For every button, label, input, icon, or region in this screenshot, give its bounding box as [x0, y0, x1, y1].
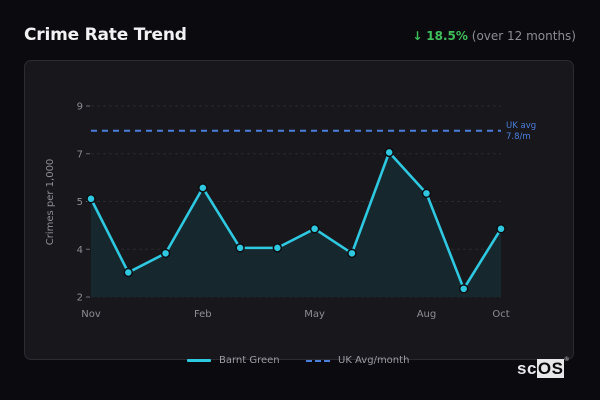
change-period: (over 12 months) — [471, 29, 576, 43]
data-points — [86, 147, 506, 294]
data-point[interactable] — [235, 243, 245, 253]
x-tick-label: Aug — [417, 309, 437, 320]
y-tick-label: 2 — [77, 293, 83, 304]
series-area-fill — [91, 152, 501, 297]
data-point[interactable] — [421, 188, 432, 199]
data-point[interactable] — [347, 248, 357, 259]
y-axis-label: Crimes per 1,000 — [45, 159, 56, 246]
y-tick-label: 4 — [77, 245, 83, 256]
data-point[interactable] — [160, 248, 171, 259]
y-tick-label: 7 — [77, 149, 83, 160]
x-axis: Nov Feb May Aug Oct — [81, 309, 509, 320]
page-title: Crime Rate Trend — [24, 25, 187, 45]
chart-card — [24, 60, 574, 360]
data-point[interactable] — [272, 243, 283, 253]
x-tick-label: Oct — [492, 309, 509, 320]
legend-swatch-solid — [187, 359, 211, 362]
uk-average-label-line1: UK avg — [506, 121, 536, 131]
data-point[interactable] — [198, 183, 208, 193]
data-point[interactable] — [86, 194, 96, 204]
data-point[interactable] — [309, 224, 320, 234]
change-percent: 18.5% — [426, 29, 468, 43]
series-line — [89, 151, 503, 291]
legend-item-barnt-green[interactable]: Barnt Green — [187, 355, 280, 366]
y-tick-label: 5 — [77, 197, 83, 208]
down-arrow-icon: ↓ — [412, 29, 423, 43]
x-tick-label: May — [304, 309, 325, 320]
legend-item-uk-avg[interactable]: UK Avg/month — [306, 355, 409, 366]
trend-change: ↓ 18.5% (over 12 months) — [412, 29, 576, 43]
data-point[interactable] — [458, 284, 469, 294]
data-point[interactable] — [123, 267, 134, 278]
x-tick-label: Feb — [194, 309, 212, 320]
legend-swatch-dashed — [306, 359, 330, 362]
logo-os: OS — [536, 359, 565, 378]
x-tick-label: Nov — [81, 309, 101, 320]
data-point[interactable] — [496, 224, 506, 234]
legend-label: UK Avg/month — [338, 355, 410, 366]
logo-sc: sc — [517, 359, 537, 378]
y-tick-label: 9 — [77, 102, 83, 113]
uk-average-label-line2: 7.8/m — [506, 132, 531, 142]
legend-label: Barnt Green — [219, 355, 280, 366]
y-axis: 2 4 5 7 9 — [77, 102, 90, 304]
data-point[interactable] — [384, 147, 394, 158]
legend: Barnt Green UK Avg/month — [0, 355, 600, 371]
scos-logo: scOS® — [517, 357, 570, 379]
registered-mark-icon: ® — [564, 357, 570, 363]
